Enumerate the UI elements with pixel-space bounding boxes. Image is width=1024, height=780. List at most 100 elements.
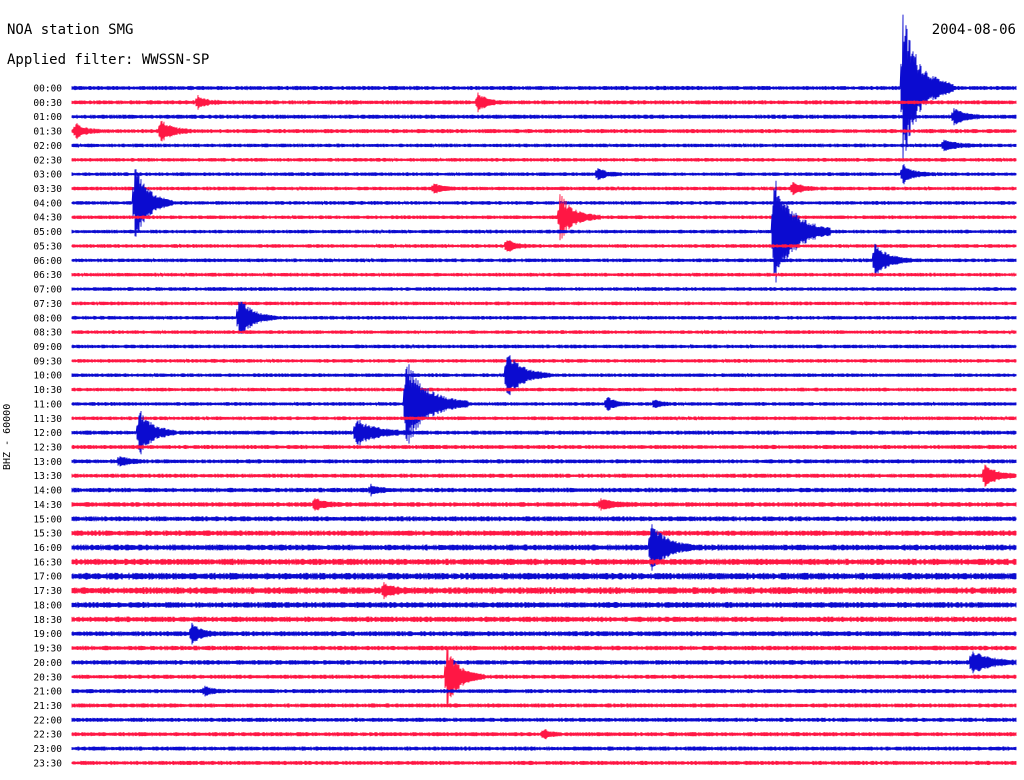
row-time-label: 13:00 bbox=[33, 457, 62, 468]
seismogram-trace bbox=[71, 343, 1017, 350]
seismogram-trace bbox=[71, 139, 1017, 152]
row-time-label: 19:30 bbox=[33, 644, 62, 655]
seismogram-trace bbox=[71, 164, 1017, 185]
row-time-label: 06:30 bbox=[33, 270, 62, 281]
row-time-label: 12:30 bbox=[33, 443, 62, 454]
row-time-label: 23:00 bbox=[33, 744, 62, 755]
seismogram-trace bbox=[71, 456, 1017, 467]
row-time-label: 02:00 bbox=[33, 141, 62, 152]
seismogram-trace bbox=[71, 572, 1017, 580]
seismogram-trace bbox=[71, 180, 1017, 283]
seismogram-trace bbox=[71, 464, 1017, 487]
row-time-label: 14:30 bbox=[33, 500, 62, 511]
seismogram-trace bbox=[71, 386, 1017, 393]
seismogram-trace bbox=[71, 685, 1017, 697]
seismogram-trace bbox=[71, 301, 1017, 334]
seismogram-trace bbox=[71, 300, 1017, 307]
row-time-label: 00:30 bbox=[33, 98, 62, 109]
station-title: NOA station SMG bbox=[7, 22, 134, 38]
row-time-label: 10:00 bbox=[33, 371, 62, 382]
row-time-label: 05:30 bbox=[33, 241, 62, 252]
row-time-label: 10:30 bbox=[33, 385, 62, 396]
seismogram-trace bbox=[71, 524, 1017, 571]
seismogram-trace bbox=[71, 358, 1017, 364]
row-time-label: 15:00 bbox=[33, 514, 62, 525]
row-time-label: 09:00 bbox=[33, 342, 62, 353]
seismogram-trace bbox=[71, 729, 1017, 740]
seismogram-trace bbox=[71, 286, 1017, 292]
row-time-label: 08:30 bbox=[33, 328, 62, 339]
seismogram-trace bbox=[71, 483, 1017, 497]
row-time-label: 05:00 bbox=[33, 227, 62, 238]
row-time-label: 04:30 bbox=[33, 213, 62, 224]
seismogram-trace bbox=[71, 646, 1017, 708]
seismogram-trace bbox=[71, 444, 1017, 450]
seismogram-trace bbox=[71, 194, 1017, 241]
seismogram-trace bbox=[71, 240, 1017, 252]
seismogram-trace bbox=[71, 169, 1017, 237]
row-time-label: 07:30 bbox=[33, 299, 62, 310]
row-time-label: 04:00 bbox=[33, 198, 62, 209]
row-time-label: 23:30 bbox=[33, 758, 62, 769]
seismogram-trace bbox=[71, 651, 1017, 674]
row-time-label: 03:00 bbox=[33, 170, 62, 181]
row-time-label: 19:00 bbox=[33, 629, 62, 640]
seismogram-trace bbox=[71, 329, 1017, 335]
row-time-label: 16:00 bbox=[33, 543, 62, 554]
row-time-label: 16:30 bbox=[33, 557, 62, 568]
seismogram-trace bbox=[71, 760, 1017, 766]
row-time-label: 20:30 bbox=[33, 672, 62, 683]
row-time-label: 11:00 bbox=[33, 399, 62, 410]
seismogram-trace bbox=[71, 364, 1017, 444]
row-time-label: 18:00 bbox=[33, 600, 62, 611]
seismogram-trace bbox=[71, 410, 1017, 455]
row-time-label: 22:00 bbox=[33, 715, 62, 726]
row-time-label: 03:30 bbox=[33, 184, 62, 195]
row-time-label: 20:00 bbox=[33, 658, 62, 669]
row-time-label: 13:30 bbox=[33, 471, 62, 482]
seismogram-trace bbox=[71, 645, 1017, 651]
row-time-label: 14:00 bbox=[33, 486, 62, 497]
seismogram-trace bbox=[71, 746, 1017, 751]
seismogram-trace bbox=[71, 355, 1017, 396]
row-time-label: 08:00 bbox=[33, 313, 62, 324]
row-time-label: 17:30 bbox=[33, 586, 62, 597]
seismogram-trace bbox=[71, 272, 1017, 278]
row-time-label: 06:00 bbox=[33, 256, 62, 267]
seismogram-trace bbox=[71, 622, 1017, 645]
row-time-label: 07:00 bbox=[33, 285, 62, 296]
seismogram-trace bbox=[71, 616, 1017, 623]
row-time-label: 01:30 bbox=[33, 127, 62, 138]
row-time-label: 21:00 bbox=[33, 687, 62, 698]
seismogram-trace bbox=[71, 582, 1017, 600]
row-time-label: 18:30 bbox=[33, 615, 62, 626]
seismogram-trace bbox=[71, 601, 1017, 608]
row-time-label: 15:30 bbox=[33, 529, 62, 540]
row-time-label: 12:00 bbox=[33, 428, 62, 439]
date-label: 2004-08-06 bbox=[931, 22, 1016, 38]
seismogram-trace bbox=[71, 14, 1017, 162]
seismogram-trace bbox=[71, 157, 1017, 163]
seismogram-trace bbox=[71, 120, 1017, 142]
row-time-label: 21:30 bbox=[33, 701, 62, 712]
row-time-label: 17:00 bbox=[33, 572, 62, 583]
row-time-label: 22:30 bbox=[33, 730, 62, 741]
seismogram-trace bbox=[71, 530, 1017, 537]
seismogram-trace bbox=[71, 415, 1017, 421]
seismogram-trace bbox=[71, 717, 1017, 723]
row-time-label: 01:00 bbox=[33, 112, 62, 123]
seismogram-trace bbox=[71, 243, 1017, 277]
seismogram-trace bbox=[71, 498, 1017, 511]
seismogram-trace bbox=[71, 516, 1017, 522]
seismogram-trace bbox=[71, 181, 1017, 196]
seismogram-trace bbox=[71, 108, 1017, 126]
filter-label: Applied filter: WWSSN-SP bbox=[7, 52, 210, 68]
row-time-label: 00:00 bbox=[33, 84, 62, 95]
seismogram-trace bbox=[71, 92, 1017, 113]
seismogram-trace bbox=[71, 558, 1017, 566]
row-time-label: 11:30 bbox=[33, 414, 62, 425]
row-time-label: 09:30 bbox=[33, 356, 62, 367]
row-time-label: 02:30 bbox=[33, 155, 62, 166]
